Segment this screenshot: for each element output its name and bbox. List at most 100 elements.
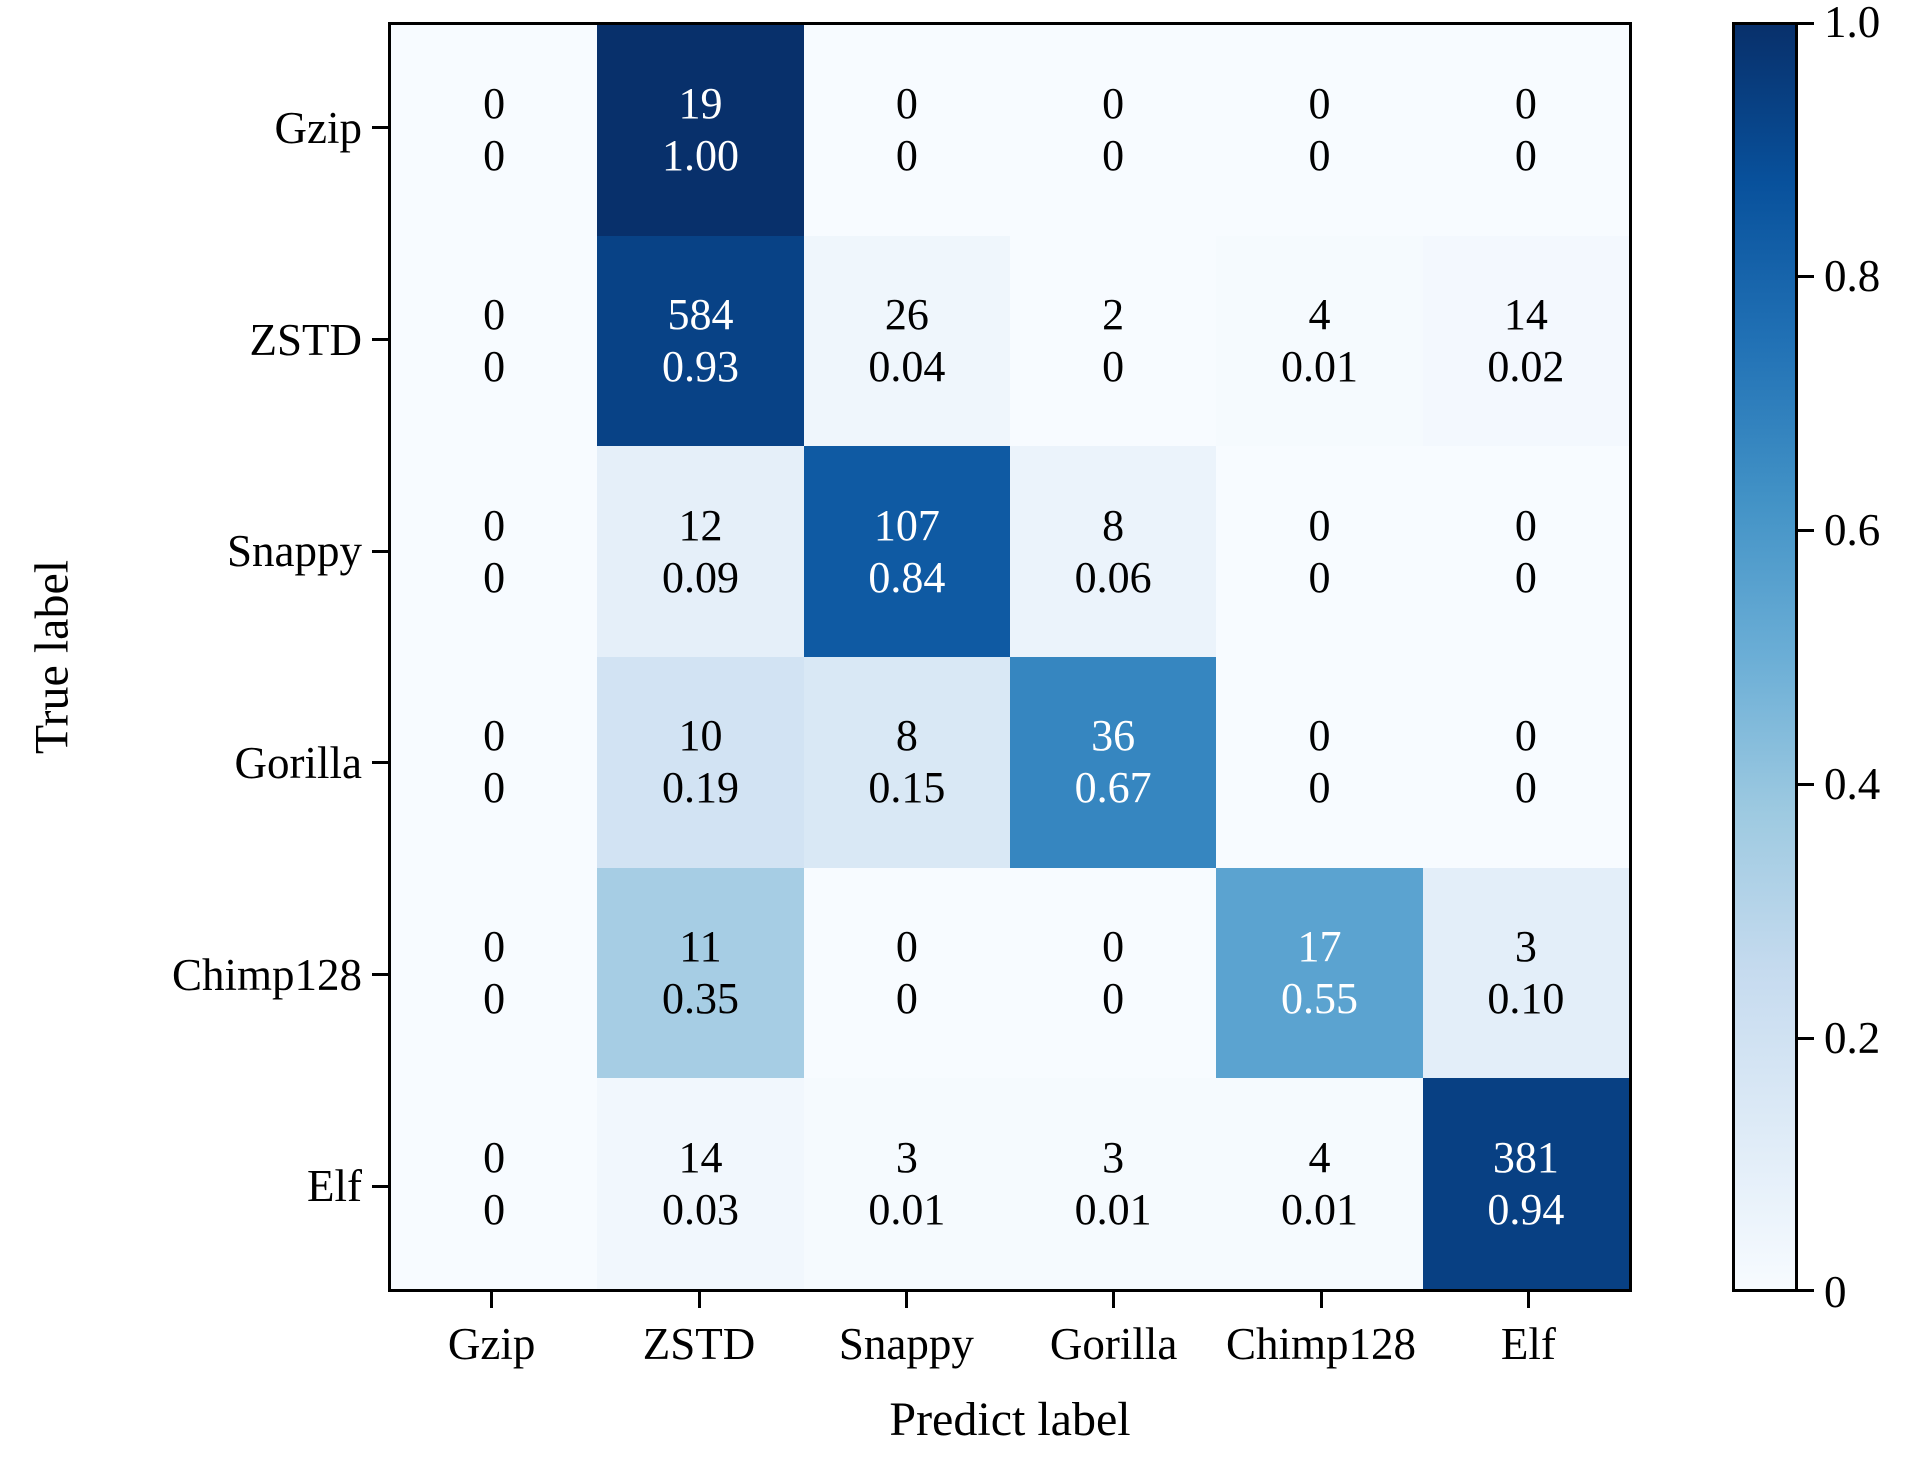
cell-count: 8 xyxy=(1102,500,1125,550)
cell-fraction: 0 xyxy=(483,1184,506,1234)
heatmap-cell-ZSTD-Elf: 14 0.02 xyxy=(1422,235,1629,447)
cell-count: 36 xyxy=(1091,711,1136,761)
cell-count: 0 xyxy=(1308,79,1331,129)
colorbar-tick-label: 0.2 xyxy=(1824,1013,1881,1063)
cell-count: 0 xyxy=(895,79,918,129)
x-tick-mark xyxy=(1526,1292,1530,1308)
cell-count: 14 xyxy=(678,1132,723,1182)
cell-fraction: 0.02 xyxy=(1487,341,1565,391)
cell-count: 2 xyxy=(1102,290,1125,340)
y-tick-mark xyxy=(372,973,388,976)
cell-fraction: 0 xyxy=(1514,763,1537,813)
cell-count: 0 xyxy=(483,922,506,972)
cell-fraction: 0.15 xyxy=(868,763,946,813)
cell-count: 0 xyxy=(483,711,506,761)
row-label-Elf: Elf xyxy=(307,1161,362,1212)
cell-count: 0 xyxy=(1514,79,1537,129)
cell-count: 3 xyxy=(895,1132,918,1182)
heatmap-cell-Chimp128-ZSTD: 11 0.35 xyxy=(597,867,804,1079)
cell-count: 4 xyxy=(1308,290,1331,340)
heatmap-cell-Elf-Gorilla: 3 0.01 xyxy=(1009,1078,1217,1289)
cell-count: 12 xyxy=(678,500,723,550)
column-label-Chimp128: Chimp128 xyxy=(1225,1319,1417,1369)
heatmap-cell-ZSTD-Chimp128: 4 0.01 xyxy=(1216,235,1423,447)
cell-fraction: 0.55 xyxy=(1280,973,1358,1023)
cell-count: 0 xyxy=(483,1132,506,1182)
column-label-Snappy: Snappy xyxy=(838,1319,974,1369)
column-label-ZSTD: ZSTD xyxy=(642,1319,756,1369)
x-axis-title: Predict label xyxy=(889,1393,1131,1446)
colorbar-tick-mark xyxy=(1798,274,1814,278)
colorbar xyxy=(1732,22,1798,1292)
cell-count: 17 xyxy=(1297,922,1342,972)
colorbar-tick-label: 0.4 xyxy=(1824,759,1881,809)
colorbar-tick-label: 1.0 xyxy=(1824,0,1881,47)
cell-fraction: 0.35 xyxy=(661,973,739,1023)
colorbar-tick-mark xyxy=(1798,528,1814,532)
heatmap-plot-area: 0 0 19 1.00 0 0 0 0 0 0 0 0 0 0 584 0.93 26 0.04 2 0 4 0.01 14… xyxy=(388,22,1632,1292)
colorbar-tick-label: 0 xyxy=(1824,1267,1847,1317)
cell-count: 0 xyxy=(483,79,506,129)
heatmap-cell-ZSTD-Snappy: 26 0.04 xyxy=(803,235,1010,447)
heatmap-cell-Gorilla-ZSTD: 10 0.19 xyxy=(597,657,804,868)
cell-count: 381 xyxy=(1492,1132,1559,1182)
x-tick-mark xyxy=(1319,1292,1323,1308)
cell-fraction: 0.84 xyxy=(868,552,946,602)
heatmap-cell-Snappy-Gorilla: 8 0.06 xyxy=(1009,446,1217,657)
cell-fraction: 0.01 xyxy=(1074,1184,1152,1234)
cell-fraction: 0.03 xyxy=(661,1184,739,1234)
heatmap-cell-Gzip-ZSTD: 19 1.00 xyxy=(597,25,804,236)
cell-count: 4 xyxy=(1308,1132,1331,1182)
row-label-Chimp128: Chimp128 xyxy=(171,949,362,1000)
cell-fraction: 0 xyxy=(1102,973,1125,1023)
cell-count: 0 xyxy=(1102,79,1125,129)
y-tick-mark xyxy=(372,338,388,341)
colorbar-tick-label: 0.6 xyxy=(1824,505,1881,555)
cell-fraction: 0 xyxy=(483,341,506,391)
cell-fraction: 0 xyxy=(1308,131,1331,181)
cell-count: 0 xyxy=(483,500,506,550)
heatmap-cell-Elf-Chimp128: 4 0.01 xyxy=(1216,1078,1423,1289)
heatmap-cell-Snappy-ZSTD: 12 0.09 xyxy=(597,446,804,657)
heatmap-cell-Elf-Elf: 381 0.94 xyxy=(1422,1078,1629,1289)
cell-fraction: 0 xyxy=(1514,131,1537,181)
cell-fraction: 0.93 xyxy=(661,341,739,391)
cell-count: 11 xyxy=(679,922,722,972)
row-label-Snappy: Snappy xyxy=(227,526,362,577)
cell-fraction: 0 xyxy=(1308,763,1331,813)
cell-fraction: 0 xyxy=(483,763,506,813)
column-label-Elf: Elf xyxy=(1500,1319,1556,1369)
cell-fraction: 0.19 xyxy=(661,763,739,813)
heatmap-cell-Gorilla-Gorilla: 36 0.67 xyxy=(1009,657,1217,868)
cell-count: 26 xyxy=(884,290,929,340)
colorbar-tick-mark xyxy=(1798,782,1814,786)
y-tick-mark xyxy=(372,126,388,130)
cell-fraction: 0.01 xyxy=(1280,1184,1358,1234)
cell-fraction: 0 xyxy=(895,973,918,1023)
colorbar-tick-mark xyxy=(1798,22,1814,25)
y-axis-title: True label xyxy=(25,559,79,755)
cell-count: 107 xyxy=(873,500,940,550)
cell-count: 0 xyxy=(1308,500,1331,550)
cell-fraction: 0 xyxy=(1514,552,1537,602)
colorbar-tick-mark xyxy=(1798,1036,1814,1040)
cell-count: 0 xyxy=(1514,500,1537,550)
cell-fraction: 0.01 xyxy=(868,1184,946,1234)
cell-count: 14 xyxy=(1503,290,1548,340)
heatmap-cell-ZSTD-ZSTD: 584 0.93 xyxy=(597,235,804,447)
y-tick-mark xyxy=(372,549,388,553)
column-label-Gzip: Gzip xyxy=(447,1319,536,1369)
cell-count: 0 xyxy=(895,922,918,972)
heatmap-cell-Chimp128-Chimp128: 17 0.55 xyxy=(1216,867,1423,1079)
